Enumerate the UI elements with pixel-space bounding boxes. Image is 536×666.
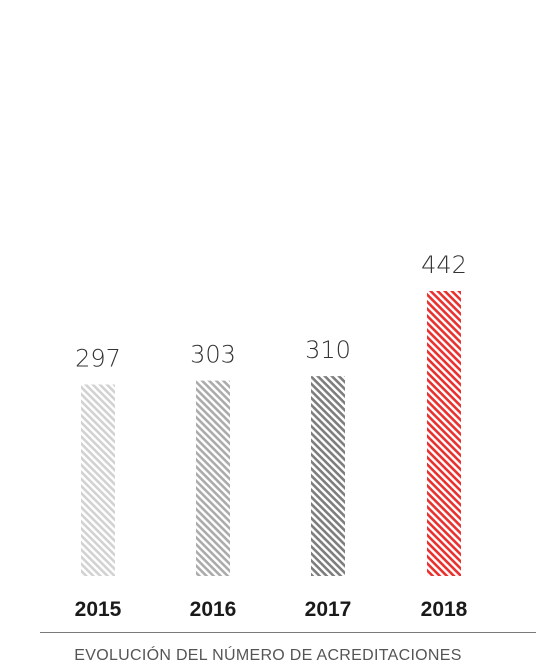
category-label-2018: 2018 xyxy=(421,598,468,621)
axis-divider xyxy=(40,632,536,633)
category-label-2016: 2016 xyxy=(190,598,237,621)
bar-2018 xyxy=(427,290,461,576)
bar-2016 xyxy=(196,380,230,576)
value-label-2015: 297 xyxy=(75,344,121,372)
category-labels-layer: 2015 2016 2017 2018 xyxy=(75,598,468,621)
bar-2017 xyxy=(311,376,345,576)
value-label-2017: 310 xyxy=(305,336,351,364)
bar-2015 xyxy=(81,384,115,576)
category-label-2017: 2017 xyxy=(305,598,352,621)
chart-caption: EVOLUCIÓN DEL NÚMERO DE ACREDITACIONES xyxy=(74,647,462,664)
value-label-2018: 442 xyxy=(421,251,467,279)
value-label-2016: 303 xyxy=(190,341,236,369)
bars-layer xyxy=(81,290,461,576)
value-labels-layer: 297 303 310 442 xyxy=(75,251,467,372)
category-label-2015: 2015 xyxy=(75,598,122,621)
